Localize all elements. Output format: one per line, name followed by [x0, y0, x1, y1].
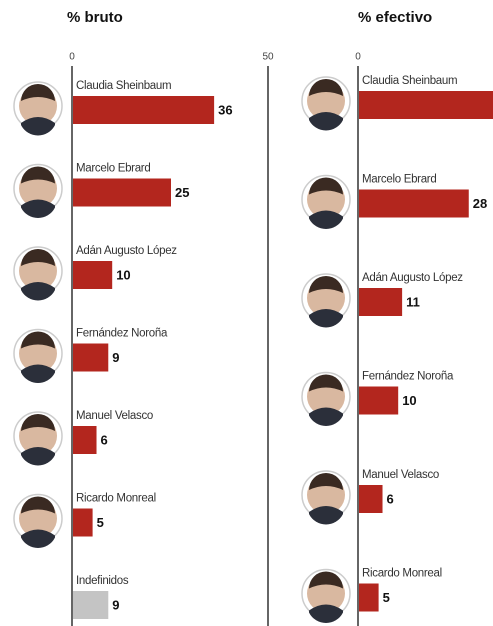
photo-body: [21, 199, 55, 219]
value-label: 10: [402, 393, 416, 408]
photo-hair: [21, 166, 55, 184]
photo-body: [309, 604, 343, 624]
category-label: Ricardo Monreal: [362, 568, 442, 580]
value-label: 9: [112, 597, 119, 612]
category-label: Fernández Noroña: [362, 371, 454, 383]
category-label: Manuel Velasco: [362, 469, 439, 481]
category-label: Ricardo Monreal: [76, 493, 156, 505]
photo-body: [309, 309, 343, 328]
photo-hair: [309, 276, 343, 293]
category-label: Claudia Sheinbaum: [362, 75, 457, 87]
x-tick-label: 50: [262, 52, 274, 63]
chart-title: % bruto: [67, 9, 123, 26]
photo-body: [309, 210, 343, 230]
photo-body: [309, 506, 343, 525]
value-label: 28: [473, 196, 487, 211]
photo-body: [21, 529, 55, 549]
bar: [359, 288, 403, 316]
value-label: 10: [116, 267, 130, 282]
category-label: Manuel Velasco: [76, 410, 153, 422]
photo-hair: [309, 79, 343, 96]
bar: [73, 261, 113, 289]
value-label: 6: [101, 432, 108, 447]
value-label: 5: [97, 515, 104, 530]
bar: [73, 591, 109, 619]
value-label: 6: [387, 491, 394, 506]
x-tick-label: 0: [355, 52, 361, 63]
bar: [73, 508, 93, 537]
photo-hair: [21, 496, 55, 514]
photo-body: [21, 447, 55, 466]
category-label: Adán Augusto López: [362, 272, 463, 284]
value-label: 5: [383, 590, 390, 605]
category-label: Adán Augusto López: [76, 245, 177, 257]
photo-hair: [21, 249, 55, 266]
photo-body: [309, 407, 343, 427]
category-label: Marcelo Ebrard: [362, 174, 436, 186]
photo-hair: [21, 414, 55, 431]
bar: [359, 485, 383, 513]
photo-hair: [309, 473, 343, 490]
bar: [359, 386, 399, 415]
photo-hair: [309, 374, 343, 392]
photo-hair: [21, 84, 55, 101]
bar: [359, 189, 469, 218]
value-label: 9: [112, 350, 119, 365]
bar: [73, 96, 215, 124]
bar: [73, 178, 171, 207]
photo-hair: [21, 331, 55, 349]
photo-body: [21, 117, 55, 136]
category-label: Claudia Sheinbaum: [76, 80, 171, 92]
category-label: Indefinidos: [76, 575, 129, 587]
value-label: 25: [175, 185, 189, 200]
bar: [73, 426, 97, 454]
chart-title: % efectivo: [358, 9, 432, 26]
category-label: Fernández Noroña: [76, 328, 168, 340]
photo-hair: [309, 571, 343, 589]
x-tick-label: 0: [69, 52, 75, 63]
photo-body: [21, 282, 55, 301]
bar: [73, 343, 109, 372]
bar: [359, 91, 493, 119]
photo-hair: [309, 177, 343, 195]
value-label: 36: [218, 102, 232, 117]
photo-body: [309, 112, 343, 131]
bar: [359, 583, 379, 612]
category-label: Marcelo Ebrard: [76, 163, 150, 175]
photo-body: [21, 364, 55, 384]
value-label: 11: [406, 294, 420, 309]
